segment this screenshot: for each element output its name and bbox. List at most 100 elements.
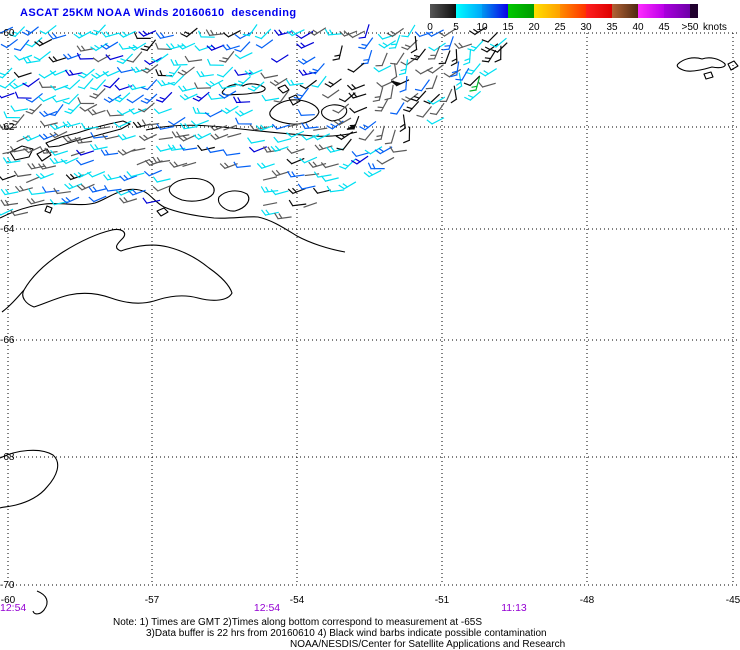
wind-barb [155,32,174,40]
wind-barb [33,51,51,61]
wind-barb [0,188,19,196]
wind-barb [63,79,81,90]
wind-barb [49,123,68,131]
wind-barb [138,30,157,37]
wind-barb [13,170,32,178]
coast-south-shetland-chain [45,120,131,148]
wind-barb [106,109,124,117]
wind-barb [287,187,306,195]
wind-barb [207,58,224,66]
wind-barb [262,176,278,181]
wind-barb [303,202,318,208]
colorbar-segment-9 [664,4,690,18]
wind-barb [299,156,318,164]
wind-barb [77,68,95,79]
wind-barb [442,36,454,51]
wind-barb [386,27,404,38]
wind-speed-colorbar: 0 5 10 15 20 25 30 35 40 45 >50 knots [427,4,730,36]
wind-barb [450,85,458,104]
lon-tick-label--45: -45 [725,595,740,606]
colorbar-segment-3 [508,4,534,18]
wind-barb [301,134,320,141]
wind-barb [79,103,98,112]
wind-barb [103,174,122,181]
wind-barb [254,28,272,40]
wind-barb [234,69,252,77]
wind-barb [262,202,278,207]
wind-barb [270,54,289,63]
wind-barb [455,72,463,91]
wind-barb [308,27,327,36]
wind-barb [358,129,375,141]
colorbar-segment-8 [638,4,664,18]
colorbar-segment-1 [456,4,482,18]
wind-barb [438,28,457,37]
wind-barb [399,114,407,133]
wind-barb [0,199,19,207]
wind-barb [363,169,382,178]
wind-barb [454,42,473,50]
wind-barb [90,79,107,91]
wind-barb [312,187,331,195]
wind-barb [70,150,85,157]
wind-barb [38,163,57,170]
wind-barb [142,197,161,204]
wind-barb [351,150,370,158]
colorbar-tick-40: 40 [632,22,644,33]
wind-barb [21,26,39,36]
wind-barb [48,56,67,63]
wind-barb [414,79,430,92]
wind-barb [177,66,195,77]
wind-barb [293,87,309,100]
colorbar-unit-label: knots [703,22,727,33]
wind-barb [169,161,188,168]
wind-barb [339,30,358,37]
wind-barb [64,69,83,77]
wind-barb [76,183,95,191]
coast-trinity-peninsula-landmass [22,228,233,308]
colorbar-segment-5 [560,4,586,18]
wind-barb [359,120,377,131]
wind-barb [182,161,197,167]
wind-barb [25,37,43,48]
wind-barb [410,35,418,54]
coast-left-coast-segment [1,289,25,313]
wind-barb [141,119,160,127]
wind-barb [137,102,155,113]
wind-barb [113,92,131,103]
wind-barb [25,103,42,115]
wind-barb [247,81,265,92]
wind-barb [178,134,197,142]
wind-barb [61,196,80,204]
wind-barb [35,172,54,180]
wind-barb [0,123,17,131]
wind-barb [126,171,145,178]
wind-barb [27,188,46,196]
wind-barb [464,90,482,101]
wind-barb [27,163,45,170]
wind-barb [51,96,70,103]
coast-south-georgia-islet [727,60,739,71]
wind-barb [223,124,237,131]
wind-barb [429,102,445,116]
wind-barb [247,137,265,144]
wind-barb [269,77,288,87]
wind-barb [425,29,444,38]
wind-barb [271,123,291,130]
wind-barb [100,149,119,156]
wind-barb [38,70,57,79]
lat-tick-label--70: -70 [0,580,15,591]
wind-barb [178,85,197,92]
wind-barb [14,185,33,193]
wind-barb [376,80,395,88]
wind-barb [39,120,58,127]
coast-south-shetland-islet-b [36,148,52,162]
wind-barb [423,93,441,105]
lon-tick-label--60: -60 [0,595,16,606]
colorbar-segment-7 [612,4,638,18]
colorbar-tick-15: 15 [502,22,514,33]
time-label-0: 12:54 [0,602,27,614]
wind-barb [367,162,385,170]
wind-barb [286,130,305,138]
wind-barb [378,40,397,49]
